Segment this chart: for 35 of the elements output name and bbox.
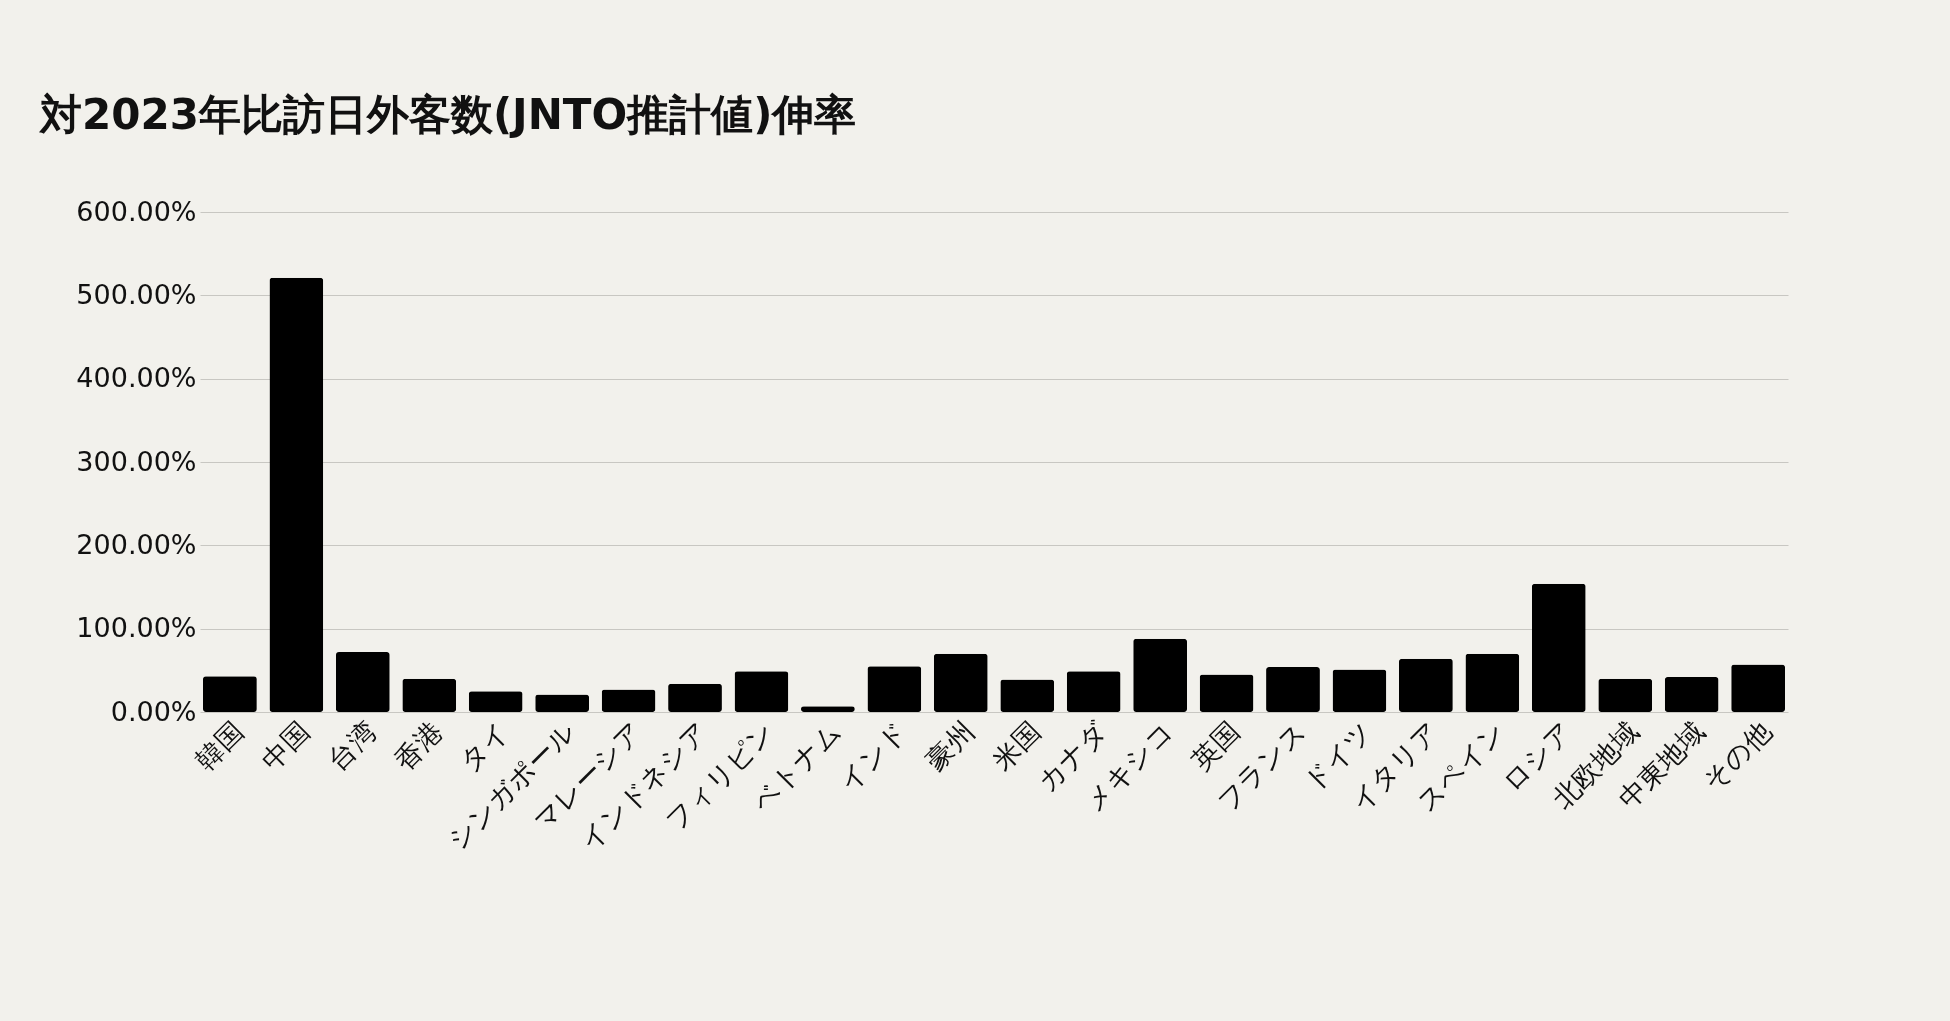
- bar: [933, 653, 988, 712]
- bar: [1731, 664, 1786, 712]
- y-tick-label: 500.00%: [76, 278, 197, 310]
- x-tick-label: 豪州: [919, 715, 980, 776]
- bar: [1598, 678, 1653, 712]
- bar: [1398, 658, 1453, 712]
- bar: [1664, 677, 1719, 712]
- bar: [1266, 667, 1320, 712]
- bar: [402, 678, 457, 712]
- bar: [1531, 583, 1586, 712]
- y-tick-label: 200.00%: [76, 528, 197, 560]
- bar: [1465, 653, 1520, 712]
- y-tick-label: 0.00%: [110, 695, 197, 727]
- bar: [601, 689, 656, 712]
- x-tick-label: 台湾: [321, 715, 382, 776]
- y-tick-label: 100.00%: [76, 612, 197, 644]
- bar: [1199, 674, 1254, 712]
- y-tick-label: 300.00%: [76, 445, 197, 477]
- bar: [535, 694, 590, 712]
- bar: [202, 676, 257, 712]
- y-tick-label: 600.00%: [76, 195, 197, 227]
- bar: [468, 691, 523, 712]
- bar: [1066, 671, 1121, 712]
- bar: [335, 652, 390, 712]
- bar: [1000, 679, 1055, 712]
- bar: [734, 671, 789, 712]
- bar: [269, 277, 324, 712]
- bar: [867, 666, 922, 712]
- bar: [668, 683, 722, 712]
- chart-title: 対2023年比訪日外客数(JNTO推計値)伸率: [38, 90, 857, 139]
- y-tick-label: 400.00%: [76, 362, 197, 394]
- bar: [1133, 638, 1188, 712]
- x-tick-label: 中国: [255, 715, 316, 776]
- bar: [1332, 669, 1387, 712]
- x-tick-label: 香港: [388, 715, 449, 776]
